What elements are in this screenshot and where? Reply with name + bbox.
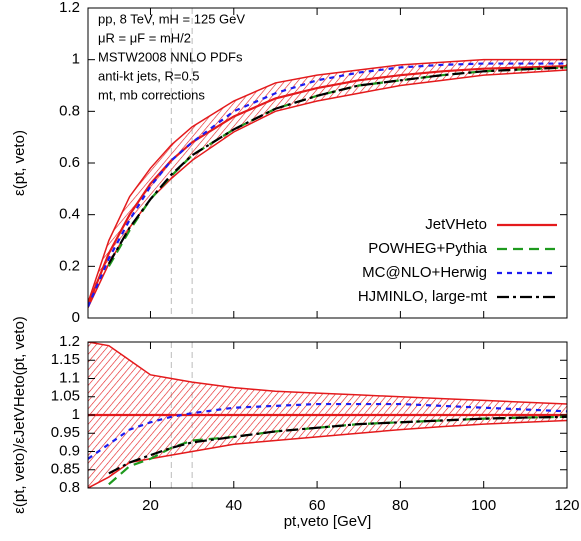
x-tick-label: 40 bbox=[225, 497, 242, 514]
y-tick-label: 1.1 bbox=[59, 369, 80, 386]
annotation: anti-kt jets, R=0.5 bbox=[98, 68, 200, 83]
y-tick-label: 1.2 bbox=[59, 0, 80, 16]
series-line bbox=[88, 402, 567, 460]
y-tick-label: 1.2 bbox=[59, 333, 80, 350]
annotation: pp, 8 TeV, mH = 125 GeV bbox=[98, 11, 245, 26]
y-tick-label: 0.8 bbox=[59, 102, 80, 119]
y-tick-label: 0 bbox=[72, 309, 80, 326]
band-edge bbox=[88, 69, 567, 308]
x-tick-label: 120 bbox=[554, 497, 579, 514]
series-line bbox=[107, 66, 567, 265]
annotation: MSTW2008 NNLO PDFs bbox=[98, 49, 243, 64]
y-tick-label: 0.2 bbox=[59, 257, 80, 274]
x-tick-label: 20 bbox=[142, 497, 159, 514]
y-tick-label: 0.6 bbox=[59, 154, 80, 171]
y-tick-label: 1 bbox=[72, 406, 80, 423]
y-tick-label: 0.8 bbox=[59, 479, 80, 496]
y-tick-label: 1.05 bbox=[51, 388, 80, 405]
x-axis-label: pt,veto [GeV] bbox=[284, 513, 372, 530]
annotation: mt, mb corrections bbox=[98, 87, 205, 102]
y-tick-label: 1 bbox=[72, 51, 80, 68]
y-tick-label: 0.4 bbox=[59, 206, 80, 223]
band-edge bbox=[88, 419, 567, 488]
y-tick-label: 0.85 bbox=[51, 461, 80, 478]
band-edge bbox=[88, 58, 567, 303]
x-tick-label: 80 bbox=[392, 497, 409, 514]
y-tick-label: 1.15 bbox=[51, 351, 80, 368]
x-tick-label: 100 bbox=[471, 497, 496, 514]
legend-label: HJMINLO, large-mt bbox=[358, 288, 488, 305]
plot-area bbox=[88, 342, 567, 488]
series-line bbox=[88, 62, 567, 308]
x-tick-label: 60 bbox=[309, 497, 326, 514]
y-tick-label: 0.9 bbox=[59, 442, 80, 459]
series-line bbox=[108, 415, 567, 475]
legend-label: POWHEG+Pythia bbox=[368, 240, 487, 257]
plot-area bbox=[88, 8, 567, 318]
annotation: μR = μF = mH/2 bbox=[98, 30, 191, 45]
legend-label: MC@NLO+Herwig bbox=[362, 264, 487, 281]
legend-label: JetVHeto bbox=[425, 216, 487, 233]
y-axis-label: ε(pt, veto) bbox=[11, 130, 28, 196]
y-tick-label: 0.95 bbox=[51, 424, 80, 441]
series-line bbox=[88, 65, 567, 306]
band-hatch bbox=[88, 59, 567, 308]
y-axis-label: ε(pt, veto)/εJetVHeto(pt, veto) bbox=[11, 316, 28, 514]
band-edge bbox=[88, 342, 567, 405]
